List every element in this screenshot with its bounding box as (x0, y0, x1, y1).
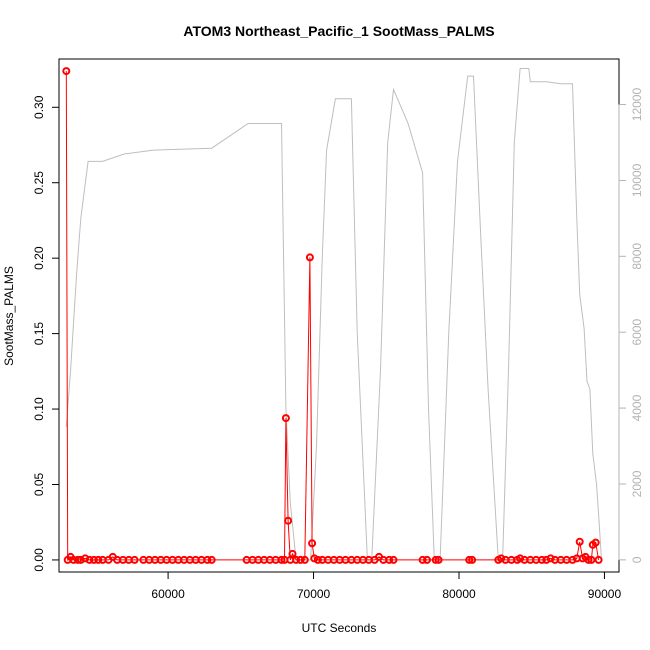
soot-point (423, 555, 431, 564)
y2-tick-label: 2000 (630, 470, 644, 497)
y-tick-label: 0.30 (32, 95, 46, 119)
y-tick-label: 0.15 (32, 322, 46, 346)
soot-point (434, 555, 443, 564)
soot-point (203, 555, 212, 564)
soot-point (62, 67, 71, 76)
soot-point (69, 555, 78, 564)
soot-point (300, 555, 309, 564)
y-tick-label: 0.25 (32, 171, 46, 195)
y2-tick-label: 12000 (630, 88, 644, 122)
soot-point (281, 414, 290, 423)
soot-point (537, 555, 546, 564)
soot-point (277, 555, 286, 564)
y2-tick-label: 10000 (630, 163, 644, 197)
soot-point (305, 253, 314, 262)
y-tick-label: 0.10 (32, 397, 46, 421)
soot-point (465, 555, 474, 564)
x-axis: 60000 70000 80000 90000 (151, 571, 622, 601)
soot-point (85, 555, 94, 564)
soot-series (62, 67, 603, 564)
y2-axis: 0 2000 4000 6000 8000 10000 12000 (618, 88, 644, 563)
y-tick-label: 0.20 (32, 246, 46, 270)
soot-point (546, 554, 555, 563)
y2-tick-label: 0 (630, 556, 644, 563)
plot-frame (58, 58, 620, 573)
x-axis-label: UTC Seconds (302, 621, 377, 635)
chart-title: ATOM3 Northeast_Pacific_1 SootMass_PALMS (183, 23, 494, 39)
soot-point (542, 555, 551, 564)
soot-point (497, 554, 506, 563)
soot-point (587, 555, 596, 564)
soot-point (207, 555, 216, 564)
soot-point (568, 555, 577, 564)
soot-point (594, 555, 603, 564)
soot-point (94, 555, 103, 564)
soot-point (575, 537, 584, 546)
y2-tick-label: 4000 (630, 394, 644, 421)
altitude-series (65, 68, 602, 561)
soot-point (308, 539, 317, 548)
soot-point (389, 555, 398, 564)
y-axis-label: SootMass_PALMS (2, 266, 16, 366)
altitude-line (65, 68, 602, 561)
y-tick-label: 0.00 (32, 548, 46, 572)
soot-point (516, 554, 525, 563)
soot-point (296, 555, 305, 564)
soot-point (89, 555, 98, 564)
x-tick-label: 70000 (297, 587, 331, 601)
x-tick-label: 60000 (151, 587, 185, 601)
soot-point (288, 549, 297, 558)
soot-point (130, 555, 139, 564)
soot-point (76, 555, 85, 564)
soot-point (431, 555, 440, 564)
soot-point (81, 554, 90, 563)
y-axis: 0.00 0.05 0.10 0.15 0.20 0.25 0.30 (32, 95, 60, 572)
soot-point (591, 538, 600, 547)
y2-tick-label: 6000 (630, 319, 644, 346)
soot-point (73, 555, 82, 564)
y-tick-label: 0.05 (32, 472, 46, 496)
y2-tick-label: 8000 (630, 243, 644, 270)
soot-point (284, 516, 293, 525)
x-tick-label: 90000 (588, 587, 622, 601)
soot-point (468, 555, 477, 564)
soot-point (385, 555, 394, 564)
soot-line (65, 71, 600, 562)
x-tick-label: 80000 (442, 587, 476, 601)
soot-point (313, 555, 322, 564)
soot-point (418, 555, 427, 564)
soot-point (292, 555, 301, 564)
soot-point (584, 555, 593, 564)
